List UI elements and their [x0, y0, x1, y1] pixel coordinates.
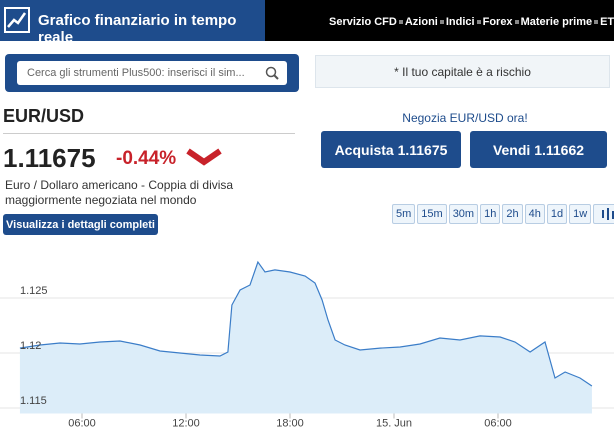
- trade-cta: Negozia EUR/USD ora!: [402, 111, 528, 125]
- timeframe-button[interactable]: 1d: [546, 204, 568, 224]
- nav-separator: [476, 20, 481, 25]
- risk-notice: * Il tuo capitale è a rischio: [315, 55, 610, 88]
- nav-bar: Servizio CFD Azioni Indici Forex Materie pri…: [265, 0, 614, 41]
- symbol: EUR/USD: [3, 106, 85, 126]
- logo-icon: [4, 7, 30, 33]
- sell-button[interactable]: Vendi 1.11662: [470, 131, 607, 168]
- nav-link[interactable]: Forex: [482, 16, 513, 28]
- search-icon[interactable]: [265, 66, 279, 80]
- timeframe-button[interactable]: 4h: [524, 204, 545, 224]
- change: -0.44%: [116, 148, 177, 169]
- y-tick-label: 1.115: [20, 395, 47, 407]
- details-button[interactable]: Visualizza i dettagli completi: [3, 214, 158, 235]
- x-tick-label: 18:00: [276, 418, 304, 430]
- description: Euro / Dollaro americano - Coppia di div…: [5, 178, 234, 207]
- nav-link[interactable]: Servizio CFD: [329, 16, 397, 28]
- nav-link[interactable]: Indici: [445, 16, 475, 28]
- price: 1.11675: [3, 143, 96, 173]
- search-input[interactable]: Cerca gli strumenti Plus500: inserisci i…: [17, 61, 287, 85]
- nav-link[interactable]: Materie prime: [520, 16, 593, 28]
- price-line: [19, 260, 593, 387]
- search-placeholder: Cerca gli strumenti Plus500: inserisci i…: [27, 67, 245, 79]
- search-panel: Cerca gli strumenti Plus500: inserisci i…: [5, 54, 299, 92]
- nav-separator: [594, 20, 599, 25]
- area-fill: [19, 262, 592, 414]
- timeframe-button[interactable]: 2h: [502, 204, 523, 224]
- timeframe-button[interactable]: 1w: [569, 204, 592, 224]
- y-tick-label: 1.12: [20, 340, 41, 352]
- x-tick-label: 06:00: [68, 418, 96, 430]
- timeframes: 5m 15m 30m 1h 2h 4h 1d 1w: [392, 204, 614, 224]
- down-arrow: [186, 148, 222, 166]
- timeframe-button[interactable]: 1h: [480, 204, 501, 224]
- nav-link[interactable]: ETF: [600, 16, 614, 28]
- header-title: Grafico finanziario in tempo reale: [38, 12, 237, 46]
- y-tick-label: 1.125: [20, 285, 48, 297]
- timeframe-button[interactable]: 15m: [417, 204, 447, 224]
- divider: [3, 133, 295, 134]
- timeframe-button[interactable]: 30m: [448, 204, 479, 224]
- buy-button[interactable]: Acquista 1.11675: [321, 131, 461, 168]
- chart: 1.115 1.12 1.125 06:00 12:00 18:00 15. Jun 06:0…: [0, 260, 614, 430]
- nav-separator: [398, 20, 403, 25]
- header-brand: Grafico finanziario in tempo reale: [0, 0, 265, 46]
- x-tick-label: 15. Jun: [376, 418, 412, 430]
- nav-link[interactable]: Azioni: [404, 16, 438, 28]
- nav-separator: [514, 20, 519, 25]
- timeframe-button[interactable]: 5m: [392, 204, 416, 224]
- x-tick-label: 12:00: [172, 418, 200, 430]
- x-tick-label: 06:00: [484, 418, 512, 430]
- nav-separator: [439, 20, 444, 25]
- candle-toggle[interactable]: [593, 204, 614, 224]
